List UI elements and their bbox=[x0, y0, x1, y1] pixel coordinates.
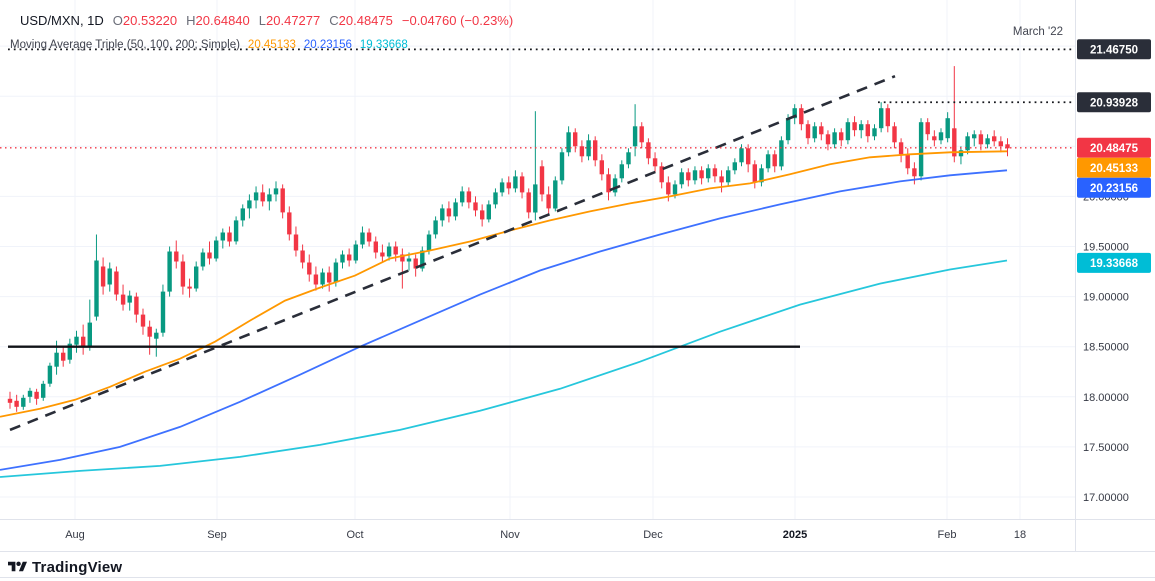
time-tick: Nov bbox=[500, 529, 520, 541]
price-tick: 19.50000 bbox=[1083, 242, 1129, 254]
price-tick: 19.00000 bbox=[1083, 292, 1129, 304]
price-tick: 17.00000 bbox=[1083, 492, 1129, 504]
ohlc-value: 20.48475 bbox=[338, 13, 393, 28]
svg-text:21.46750: 21.46750 bbox=[1090, 44, 1138, 56]
ma-value: 20.45133 bbox=[247, 39, 296, 51]
ohlc-letter: H bbox=[186, 13, 196, 28]
ma-value: 19.33668 bbox=[359, 39, 408, 51]
time-tick: Dec bbox=[643, 529, 663, 541]
ma50-line bbox=[0, 150, 1008, 418]
tradingview-wordmark: TradingView bbox=[32, 558, 123, 576]
time-tick: 18 bbox=[1014, 529, 1026, 541]
indicator-values: 20.45133 20.23156 19.33668 bbox=[240, 39, 408, 51]
ohlc-values: O20.53220 H20.64840 L20.47277 C20.48475 bbox=[104, 13, 393, 28]
tradingview-icon bbox=[8, 561, 27, 572]
ma100-line bbox=[0, 169, 1008, 471]
ohlc-letter: C bbox=[329, 13, 339, 28]
candles bbox=[7, 66, 1010, 412]
indicator-legend-row[interactable]: Moving Average Triple (50, 100, 200; Sim… bbox=[10, 39, 408, 51]
ohlc-letter: O bbox=[112, 13, 123, 28]
ma200-line bbox=[0, 259, 1008, 478]
indicator-title: Moving Average Triple (50, 100, 200; Sim… bbox=[10, 39, 240, 51]
price-tick: 18.00000 bbox=[1083, 392, 1129, 404]
ohlc-value: 20.53220 bbox=[122, 13, 178, 28]
ma-value: 20.23156 bbox=[303, 39, 352, 51]
tradingview-logo[interactable]: TradingView bbox=[8, 556, 122, 578]
annotation-march22[interactable]: March '22 bbox=[1013, 26, 1063, 38]
symbol-title: USD/MXN, 1D bbox=[20, 13, 104, 28]
price-tick: 17.50000 bbox=[1083, 442, 1129, 454]
svg-text:19.33668: 19.33668 bbox=[1090, 258, 1139, 270]
time-tick: Sep bbox=[207, 529, 227, 541]
trendline[interactable] bbox=[9, 74, 896, 432]
symbol-legend-row[interactable]: USD/MXN, 1D O20.53220 H20.64840 L20.47277 C2… bbox=[20, 13, 513, 28]
ohlc-value: 20.47277 bbox=[266, 13, 321, 28]
ohlc-value: 20.64840 bbox=[195, 13, 250, 28]
grid bbox=[0, 0, 1075, 519]
svg-text:20.93928: 20.93928 bbox=[1090, 97, 1139, 109]
price-tick: 18.50000 bbox=[1083, 342, 1129, 354]
time-tick: Aug bbox=[65, 529, 85, 541]
time-tick: Oct bbox=[346, 529, 363, 541]
time-tick: Feb bbox=[938, 529, 957, 541]
time-tick: 2025 bbox=[783, 529, 807, 541]
price-badges: 21.46750 20.93928 20.48475 20.45133 20.23156… bbox=[1077, 39, 1151, 273]
svg-text:20.48475: 20.48475 bbox=[1090, 143, 1139, 155]
ma-lines bbox=[0, 150, 1008, 478]
ohlc-letter: L bbox=[258, 13, 267, 28]
svg-text:20.23156: 20.23156 bbox=[1090, 183, 1138, 195]
change-value: −0.04760 (−0.23%) bbox=[401, 13, 514, 28]
svg-text:20.45133: 20.45133 bbox=[1090, 163, 1138, 175]
